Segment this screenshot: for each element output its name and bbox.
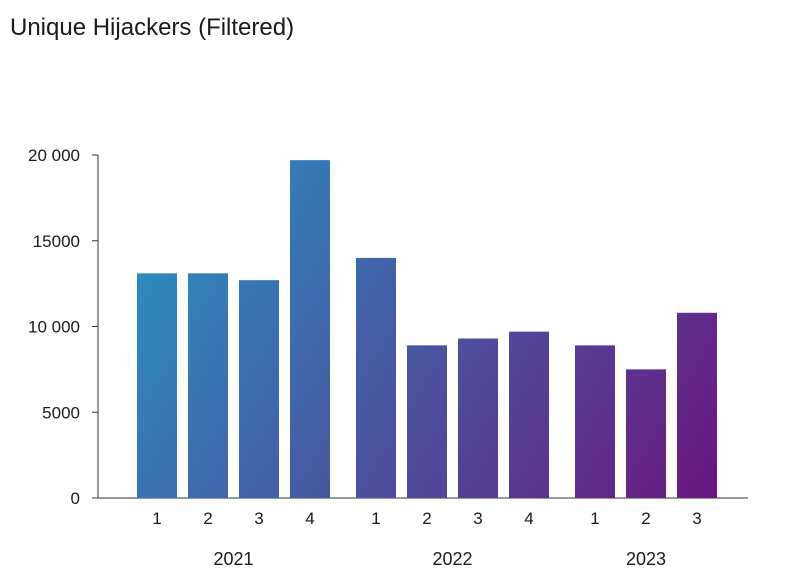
x-tick-label: 2 [203, 509, 212, 528]
group-label: 2021 [213, 549, 253, 569]
y-tick-label: 20 000 [28, 146, 80, 165]
labels: 0 5000 10 000 15000 20 000 1 2 3 4 2021 1 2 3 4 2022 1 2… [28, 146, 702, 569]
chart-title: Unique Hijackers (Filtered) [10, 14, 295, 41]
x-tick-label: 4 [305, 509, 314, 528]
bar [626, 369, 666, 498]
bar [239, 280, 279, 498]
x-tick-label: 1 [152, 509, 161, 528]
bar [137, 273, 177, 498]
y-tick-label: 10 000 [28, 318, 80, 337]
bar [290, 160, 330, 498]
y-tick-label: 5000 [42, 403, 80, 422]
bar [458, 338, 498, 498]
x-tick-label: 1 [590, 509, 599, 528]
bar [575, 345, 615, 498]
x-tick-label: 3 [254, 509, 263, 528]
bar [356, 257, 396, 498]
bar [677, 312, 717, 498]
group-label: 2023 [626, 549, 666, 569]
y-tick-label: 15000 [33, 232, 80, 251]
bar [509, 331, 549, 498]
x-tick-label: 3 [692, 509, 701, 528]
y-tick-label: 0 [71, 489, 80, 508]
x-tick-label: 1 [371, 509, 380, 528]
x-tick-label: 2 [641, 509, 650, 528]
bars [137, 160, 717, 498]
x-tick-label: 3 [473, 509, 482, 528]
x-tick-label: 4 [524, 509, 533, 528]
x-tick-label: 2 [422, 509, 431, 528]
bar [407, 345, 447, 498]
bar [188, 273, 228, 498]
group-label: 2022 [432, 549, 472, 569]
